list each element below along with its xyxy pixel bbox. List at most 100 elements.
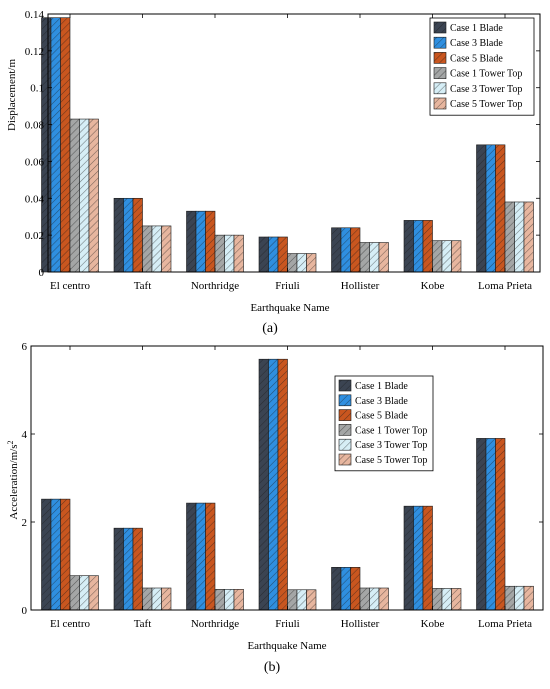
y-tick-label-0: 0 <box>22 605 28 617</box>
bar-hatch <box>186 503 196 610</box>
bar-case-1-blade-northridge <box>186 502 197 611</box>
displacement-x-ticks: El centro Taft Northridge Friuli Hollister Ko… <box>50 280 532 292</box>
bar-hatch <box>442 240 452 272</box>
bar-case-3-tower-top-northridge <box>224 234 235 273</box>
bar-case-3-blade-northridge <box>195 502 206 611</box>
bar-hatch <box>413 506 423 610</box>
bar-case-1-tower-top-kobe <box>432 240 443 273</box>
bar-hatch <box>268 359 278 610</box>
bar-hatch <box>60 17 70 272</box>
legend-swatch-hatch <box>434 22 446 33</box>
bar-hatch <box>495 438 505 610</box>
bar-hatch <box>114 198 124 272</box>
x-tick-label-taft: Taft <box>134 280 152 292</box>
acceleration-y-ticks: 0 2 4 6 <box>22 341 543 617</box>
bar-hatch <box>114 528 124 610</box>
acceleration-axes <box>30 345 544 611</box>
acceleration-x-ticks: El centro Taft Northridge Friuli Hollister Ko… <box>50 618 532 630</box>
bar-hatch <box>369 242 379 272</box>
bar-case-3-blade-northridge <box>195 210 206 273</box>
bar-hatch <box>379 588 389 610</box>
bar-hatch <box>259 359 269 610</box>
x-tick-label-friuli: Friuli <box>275 280 299 292</box>
bar-case-5-blade-kobe <box>422 505 433 611</box>
bar-case-3-tower-top-kobe <box>441 588 452 611</box>
bar-hatch <box>451 588 461 610</box>
bar-case-3-tower-top-taft <box>151 587 162 611</box>
bar-case-3-tower-top-loma-prieta <box>514 585 525 611</box>
x-tick-label-hollister: Hollister <box>341 618 380 630</box>
legend-swatch-hatch <box>434 82 446 94</box>
x-tick-label-el-centro: El centro <box>50 618 91 630</box>
bar-case-3-blade-taft <box>123 527 134 611</box>
bar-hatch <box>268 236 278 272</box>
bar-hatch <box>278 236 288 272</box>
bar-case-1-blade-kobe <box>403 505 414 611</box>
legend-box <box>429 17 535 116</box>
bar-case-5-tower-top-el-centro <box>88 575 99 611</box>
acceleration-legend: Case 1 Blade Case 3 Blade Case 5 Blade Case… <box>334 375 434 472</box>
bar-case-5-blade-el-centro <box>60 498 71 611</box>
bar-case-5-tower-top-friuli <box>306 253 317 273</box>
displacement-y-axis-label: Displacement/m <box>6 59 18 132</box>
bar-hatch <box>514 586 524 610</box>
legend-swatch-hatch <box>339 454 351 465</box>
bar-hatch <box>476 438 486 610</box>
bar-hatch <box>215 235 225 272</box>
bar-case-3-tower-top-loma-prieta <box>514 201 525 273</box>
bar-hatch <box>423 506 433 610</box>
legend-item-case-5-tower-top: Case 5 Tower Top <box>338 453 427 466</box>
legend-box <box>334 375 434 472</box>
bar-hatch <box>41 17 51 272</box>
bar-case-1-blade-taft <box>113 527 124 611</box>
bar-hatch <box>133 198 143 272</box>
legend-item-case-3-blade: Case 3 Blade <box>338 394 408 407</box>
bar-case-5-blade-northridge <box>205 210 216 273</box>
bar-case-3-blade-taft <box>123 197 134 273</box>
bar-case-3-blade-friuli <box>268 236 279 273</box>
bar-hatch <box>514 201 524 272</box>
bar-hatch <box>196 211 206 272</box>
bar-case-1-tower-top-kobe <box>432 588 443 611</box>
bar-case-3-tower-top-northridge <box>224 589 235 611</box>
bar-hatch <box>350 227 360 272</box>
bar-case-1-blade-hollister <box>331 227 342 273</box>
bar-case-5-tower-top-loma-prieta <box>523 201 534 273</box>
legend-label: Case 5 Blade <box>355 411 408 422</box>
legend-item-case-1-tower-top: Case 1 Tower Top <box>338 424 427 436</box>
legend-item-case-1-blade: Case 1 Blade <box>433 21 503 34</box>
bar-case-1-tower-top-loma-prieta <box>504 585 515 611</box>
bar-hatch <box>331 567 341 610</box>
y-tick-label-0-08: 0.08 <box>25 120 45 132</box>
bar-hatch <box>404 220 414 272</box>
bar-hatch <box>123 528 133 610</box>
bar-hatch <box>123 198 133 272</box>
bar-case-1-tower-top-northridge <box>214 234 225 273</box>
bar-case-3-tower-top-friuli <box>296 253 307 273</box>
bar-case-5-tower-top-northridge <box>233 589 244 611</box>
bar-hatch <box>224 589 234 610</box>
bar-case-1-tower-top-northridge <box>214 589 225 611</box>
acceleration-y-axis-label: Acceleration/m/s2 <box>6 440 20 519</box>
y-tick-label-0-14: 0.14 <box>25 9 45 21</box>
bar-hatch <box>341 227 351 272</box>
acceleration-y-axis-label-text: Acceleration/m/s <box>8 444 20 519</box>
bar-case-3-tower-top-friuli <box>296 589 307 611</box>
y-tick-label-0-1: 0.1 <box>30 83 44 95</box>
displacement-y-ticks: 0 0.02 0.04 0.06 0.08 0.1 0.12 0.14 <box>25 9 540 279</box>
bar-case-1-tower-top-friuli <box>287 589 298 611</box>
x-tick-label-northridge: Northridge <box>191 618 239 630</box>
bar-hatch <box>89 119 99 273</box>
bar-hatch <box>196 503 206 610</box>
legend-item-case-3-blade: Case 3 Blade <box>433 36 503 49</box>
bar-hatch <box>360 242 370 272</box>
bar-case-1-tower-top-taft <box>142 587 153 611</box>
displacement-axes <box>47 13 541 273</box>
bar-case-3-tower-top-hollister <box>369 242 380 273</box>
legend-label: Case 3 Tower Top <box>355 440 427 451</box>
bar-hatch <box>51 499 61 610</box>
bar-hatch <box>205 211 215 272</box>
x-tick-label-hollister: Hollister <box>341 280 380 292</box>
bar-hatch <box>505 586 515 610</box>
bar-hatch <box>297 589 307 610</box>
